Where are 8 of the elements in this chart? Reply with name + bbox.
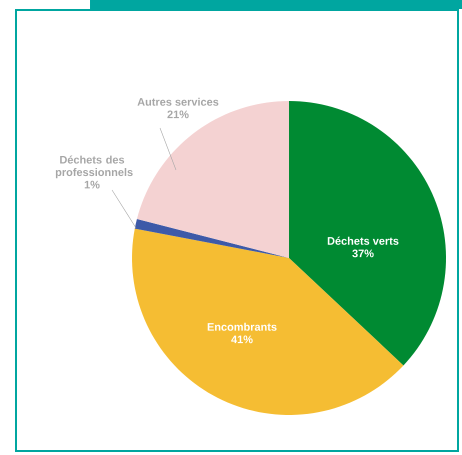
slice-label: Autres services — [137, 98, 218, 106]
slice-label: Déchets des professionnels — [56, 155, 133, 178]
data-label: 1% — [84, 180, 100, 188]
data-label: 21% — [167, 110, 189, 118]
data-label: 37% — [352, 250, 374, 258]
data-label: 41% — [231, 336, 253, 344]
slice-label: Encombrants — [208, 322, 277, 331]
slice-label: Déchets verts — [328, 236, 398, 245]
